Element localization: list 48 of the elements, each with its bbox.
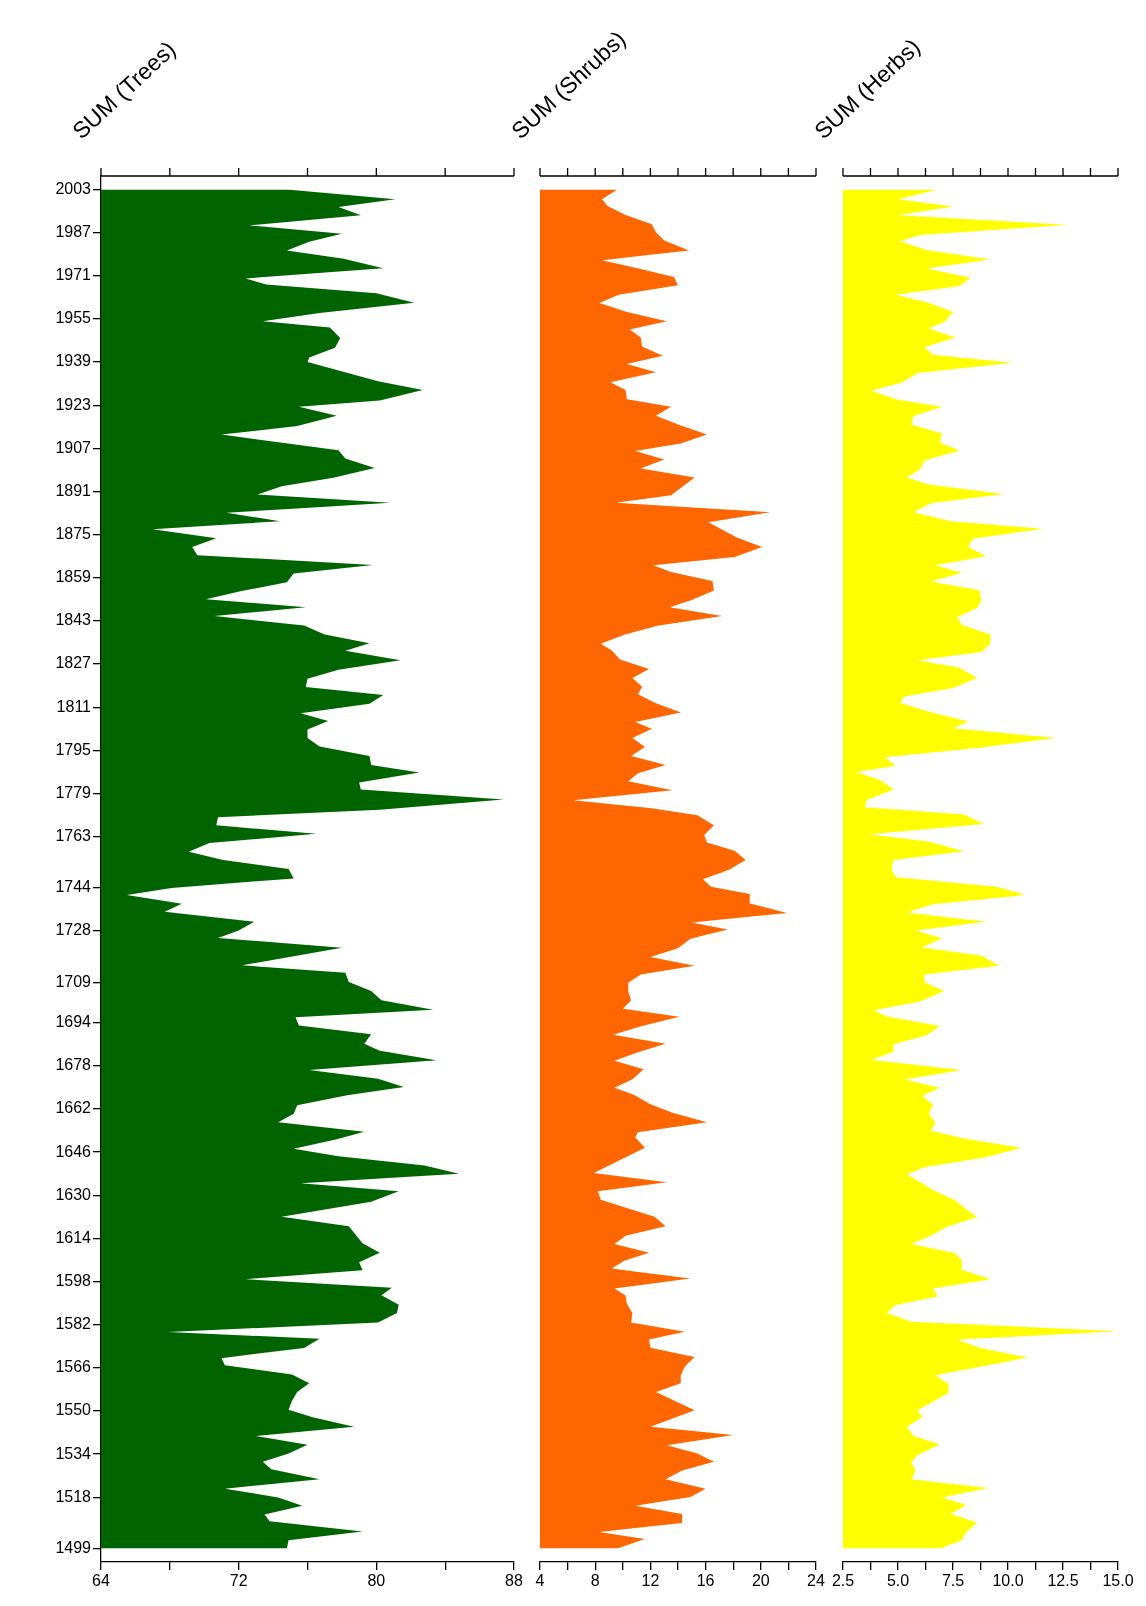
y-tick-label: 1811 <box>56 697 92 715</box>
y-tick-label: 1763 <box>55 827 92 845</box>
x-tick-label: 16 <box>696 1572 715 1590</box>
x-tick-label: 20 <box>751 1572 770 1590</box>
y-tick-label: 1566 <box>55 1358 92 1376</box>
y-tick-label: 1550 <box>55 1401 92 1419</box>
y-tick-label: 1779 <box>55 783 92 801</box>
x-tick-label: 24 <box>807 1572 825 1590</box>
x-tick-label: 10.0 <box>992 1572 1024 1590</box>
y-tick-label: 1955 <box>55 309 92 327</box>
y-tick-label: 1694 <box>55 1013 92 1031</box>
y-tick-label: 1678 <box>55 1056 92 1074</box>
x-tick-label: 2.5 <box>831 1572 855 1590</box>
y-tick-label: 1614 <box>55 1228 92 1246</box>
y-tick-label: 1827 <box>55 654 92 672</box>
x-tick-label: 7.5 <box>941 1572 965 1590</box>
x-tick-label: 4 <box>535 1572 545 1590</box>
x-tick-label: 12 <box>641 1572 660 1590</box>
y-tick-label: 1709 <box>55 972 92 990</box>
y-tick-label: 1891 <box>55 481 92 499</box>
y-tick-label: 1728 <box>55 921 92 939</box>
x-tick-label: 12.5 <box>1047 1572 1079 1590</box>
y-tick-label: 1582 <box>55 1315 92 1333</box>
y-tick-label: 1971 <box>55 266 92 284</box>
y-tick-label: 1987 <box>55 223 92 241</box>
x-tick-label: 8 <box>590 1572 600 1590</box>
y-tick-label: 1646 <box>55 1142 92 1160</box>
y-tick-label: 1518 <box>55 1487 92 1505</box>
y-tick-label: 1875 <box>55 525 92 543</box>
y-tick-label: 1499 <box>55 1538 92 1556</box>
y-tick-label: 1662 <box>55 1099 92 1117</box>
y-tick-label: 1630 <box>55 1185 92 1203</box>
y-tick-label: 1534 <box>55 1444 92 1462</box>
x-tick-label: 15.0 <box>1102 1572 1134 1590</box>
y-tick-label: 1744 <box>55 878 92 896</box>
y-tick-label: 1907 <box>55 438 92 456</box>
y-tick-label: 1939 <box>55 352 92 370</box>
x-tick-label: 88 <box>505 1572 523 1590</box>
x-tick-label: 64 <box>92 1572 110 1590</box>
y-tick-label: 2003 <box>55 179 92 197</box>
x-tick-label: 5.0 <box>886 1572 910 1590</box>
y-tick-label: 1843 <box>55 611 92 629</box>
y-tick-label: 1795 <box>55 740 92 758</box>
y-tick-label: 1923 <box>55 395 92 413</box>
x-tick-label: 72 <box>229 1572 248 1590</box>
y-tick-label: 1859 <box>55 568 92 586</box>
y-tick-label: 1598 <box>55 1271 92 1289</box>
x-tick-label: 80 <box>367 1572 386 1590</box>
